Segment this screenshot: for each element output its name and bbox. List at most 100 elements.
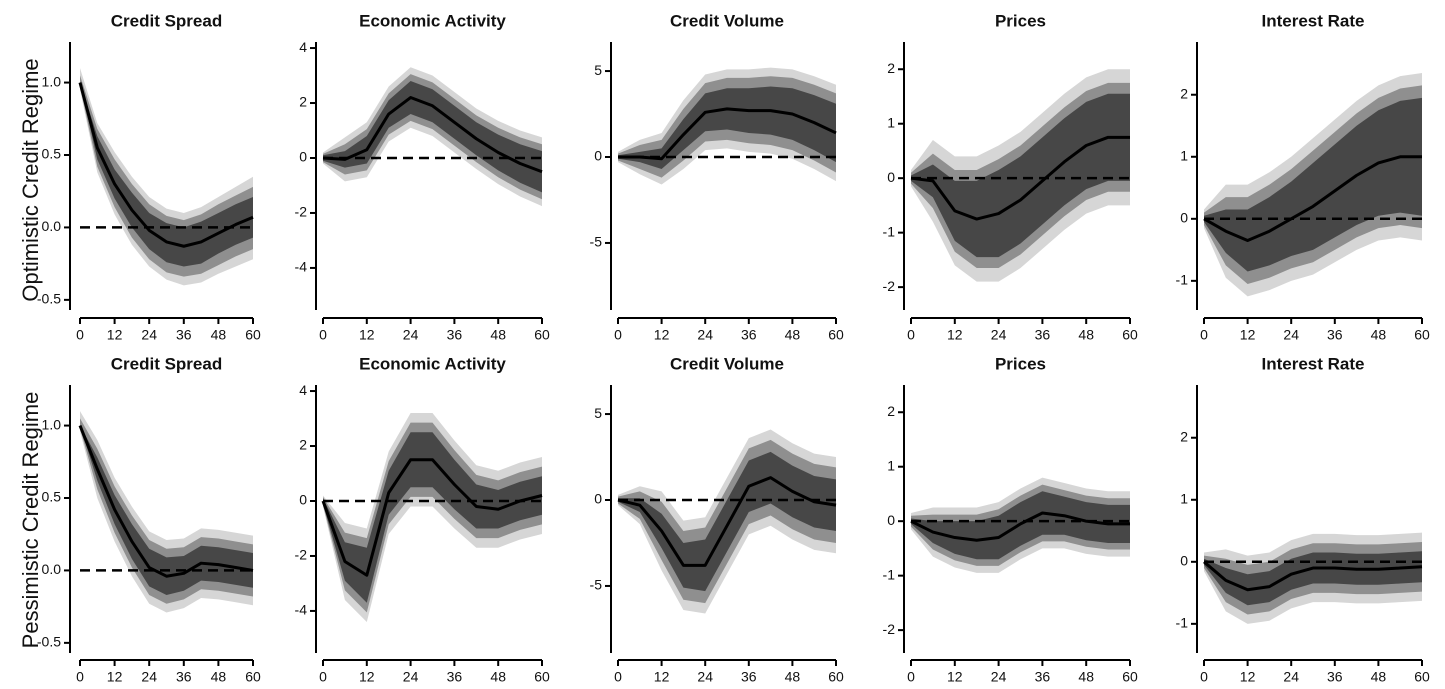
y-tick-label: -0.5 (37, 291, 61, 307)
credible-band (618, 451, 836, 592)
credible-band (323, 432, 542, 603)
x-tick-label: 36 (1035, 327, 1051, 343)
y-tick-label: -1 (883, 566, 896, 582)
row-label: Pessimistic Credit Regime (18, 392, 43, 649)
panel-title: Credit Spread (111, 354, 222, 373)
y-tick-label: 1 (887, 114, 895, 130)
x-tick-label: 0 (76, 669, 84, 685)
panel-title: Credit Spread (111, 11, 222, 30)
x-tick-label: 24 (403, 669, 419, 685)
panel-title: Interest Rate (1262, 354, 1365, 373)
panel-title: Prices (995, 11, 1046, 30)
y-tick-label: -2 (883, 621, 896, 637)
x-tick-label: 60 (245, 327, 261, 343)
x-tick-label: 24 (1283, 669, 1299, 685)
panel-title: Interest Rate (1262, 11, 1365, 30)
panel-title: Credit Volume (670, 354, 784, 373)
y-tick-label: 0 (594, 148, 602, 164)
y-tick-label: 0 (1180, 210, 1188, 226)
median-line (78, 425, 254, 578)
y-tick-label: 0 (299, 492, 307, 508)
y-tick-label: 2 (299, 94, 307, 110)
x-tick-label: 36 (176, 327, 192, 343)
median-line (322, 96, 543, 174)
panel-title: Prices (995, 354, 1046, 373)
median-line (910, 511, 1130, 542)
panel-title: Credit Volume (670, 11, 784, 30)
x-tick-label: 12 (1240, 327, 1256, 343)
credible-band (1204, 97, 1422, 272)
panel-title: Economic Activity (359, 354, 506, 373)
x-tick-label: 48 (785, 669, 801, 685)
y-tick-label: 0.0 (42, 561, 62, 577)
x-tick-label: 24 (403, 327, 419, 343)
y-tick-label: -2 (883, 278, 896, 294)
y-tick-label: 2 (887, 60, 895, 76)
x-tick-label: 0 (614, 327, 622, 343)
median-line (910, 135, 1130, 221)
x-tick-label: 60 (534, 327, 550, 343)
y-tick-label: 0.5 (42, 146, 62, 162)
y-tick-label: 1 (1180, 490, 1188, 506)
x-tick-label: 36 (447, 669, 463, 685)
x-tick-label: 36 (447, 327, 463, 343)
x-tick-label: 12 (654, 669, 670, 685)
credible-band (80, 82, 253, 267)
y-tick-label: 1.0 (42, 73, 62, 89)
y-tick-label: 4 (299, 39, 307, 55)
x-tick-label: 48 (1078, 327, 1094, 343)
y-tick-label: 4 (299, 382, 307, 398)
x-tick-label: 48 (1371, 327, 1387, 343)
y-tick-label: -2 (295, 547, 308, 563)
x-tick-label: 12 (947, 669, 963, 685)
x-tick-label: 12 (107, 669, 123, 685)
x-tick-label: 0 (319, 669, 327, 685)
x-tick-label: 48 (785, 327, 801, 343)
median-line (78, 82, 254, 248)
y-tick-label: 0 (887, 169, 895, 185)
x-tick-label: 48 (1078, 669, 1094, 685)
y-tick-label: -2 (295, 204, 308, 220)
y-tick-label: 0 (887, 512, 895, 528)
x-tick-label: 12 (359, 327, 375, 343)
x-tick-label: 0 (319, 327, 327, 343)
y-tick-label: -4 (295, 602, 308, 618)
y-tick-label: -4 (295, 259, 308, 275)
x-tick-label: 24 (991, 669, 1007, 685)
x-tick-label: 60 (1122, 669, 1138, 685)
x-tick-label: 12 (654, 327, 670, 343)
y-tick-label: 0.0 (42, 218, 62, 234)
x-tick-label: 24 (1283, 327, 1299, 343)
credible-band (80, 425, 253, 596)
panel-title: Economic Activity (359, 11, 506, 30)
x-tick-label: 36 (1327, 327, 1343, 343)
x-tick-label: 24 (991, 327, 1007, 343)
x-tick-label: 12 (1240, 669, 1256, 685)
x-tick-label: 0 (1200, 669, 1208, 685)
x-tick-label: 24 (141, 669, 157, 685)
y-tick-label: 5 (594, 62, 602, 78)
x-tick-label: 24 (697, 669, 713, 685)
x-tick-label: 36 (741, 327, 757, 343)
x-tick-label: 36 (1327, 669, 1343, 685)
median-line (618, 107, 837, 161)
x-tick-label: 60 (1122, 327, 1138, 343)
median-line (1203, 155, 1422, 243)
x-tick-label: 0 (1200, 327, 1208, 343)
credible-band (323, 67, 542, 207)
credible-band (323, 422, 542, 613)
credible-band (323, 81, 542, 193)
credible-band (323, 74, 542, 200)
x-tick-label: 60 (1414, 669, 1430, 685)
x-tick-label: 0 (907, 327, 915, 343)
y-tick-label: 0 (299, 149, 307, 165)
x-tick-label: 48 (1371, 669, 1387, 685)
y-tick-label: 2 (1180, 85, 1188, 101)
y-tick-label: -5 (590, 577, 603, 593)
x-tick-label: 0 (76, 327, 84, 343)
row-label: Optimistic Credit Regime (18, 58, 43, 301)
y-tick-label: 0 (1180, 553, 1188, 569)
y-tick-label: 1.0 (42, 416, 62, 432)
x-tick-label: 36 (741, 669, 757, 685)
